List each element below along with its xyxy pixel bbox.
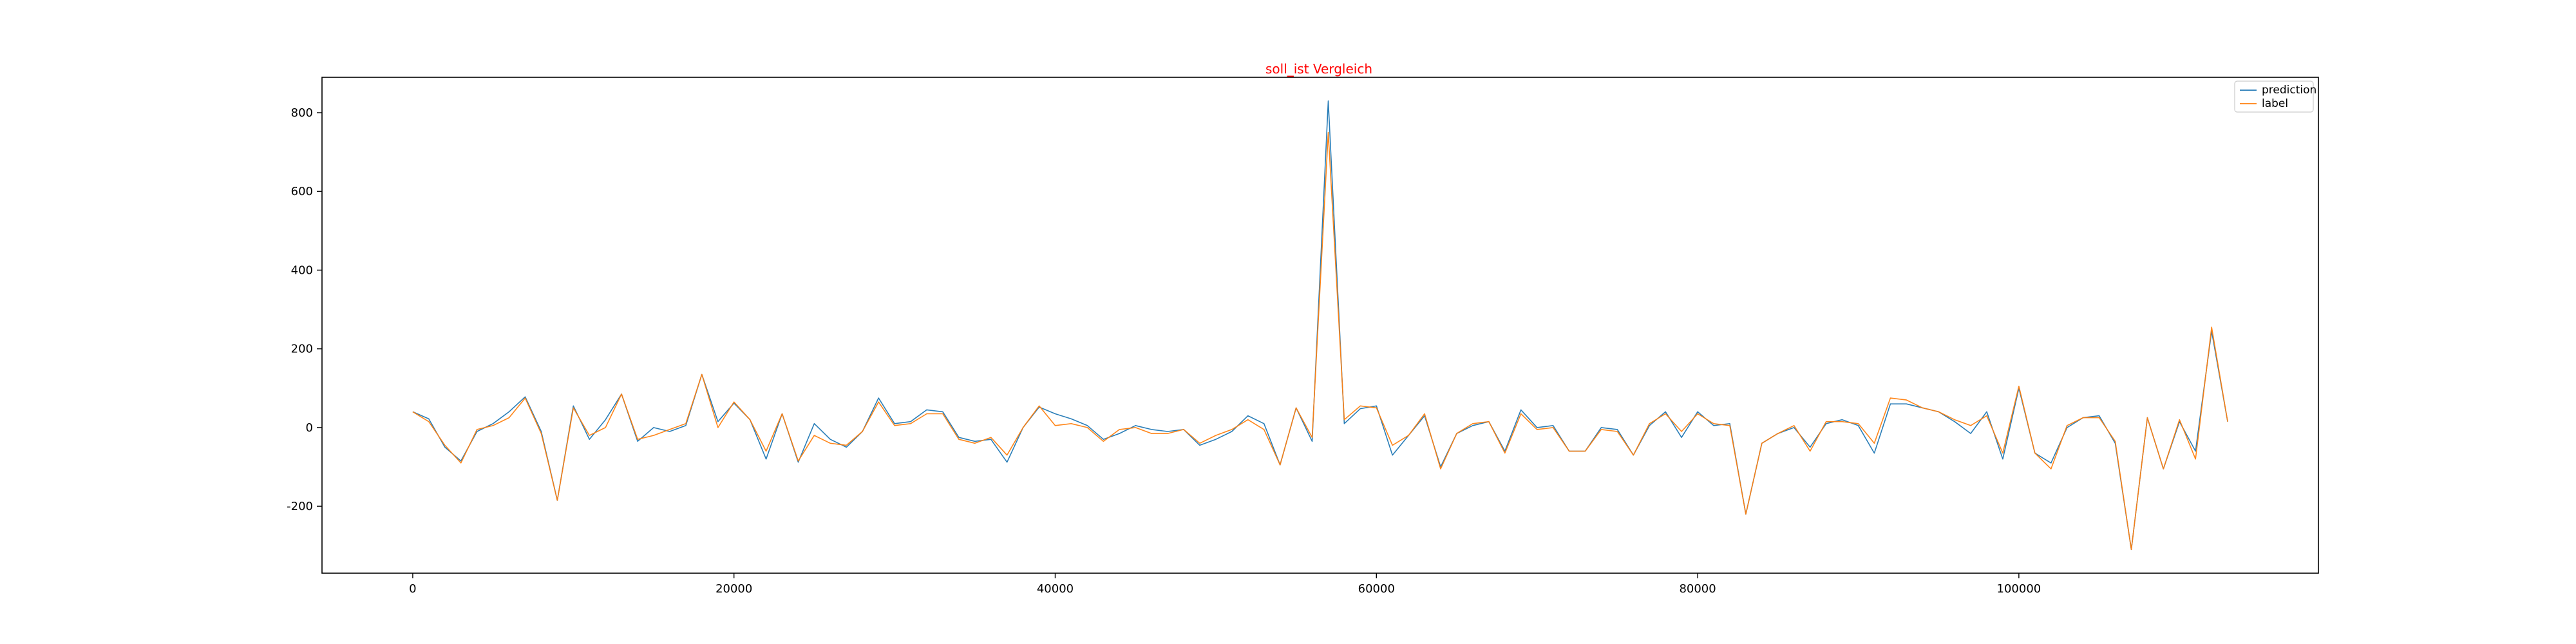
legend-label: label bbox=[2262, 97, 2288, 110]
x-tick-label: 20000 bbox=[715, 582, 752, 596]
x-tick-label: 0 bbox=[409, 582, 416, 596]
series-line-label bbox=[412, 131, 2228, 551]
y-axis: -200 0 200 400 600 800 bbox=[287, 106, 322, 513]
chart-title: soll_ist Vergleich bbox=[1265, 61, 1372, 77]
x-axis: 0 20000 40000 60000 80000 100000 bbox=[409, 573, 2041, 596]
y-tick-label: 600 bbox=[291, 185, 313, 198]
y-tick-label: 800 bbox=[291, 106, 313, 120]
plot-area-frame bbox=[321, 77, 2319, 574]
y-tick-label: 0 bbox=[306, 421, 313, 435]
series-line-prediction bbox=[412, 100, 2228, 551]
y-tick-label: -200 bbox=[287, 500, 313, 513]
x-tick-label: 100000 bbox=[1997, 582, 2041, 596]
y-tick-label: 400 bbox=[291, 263, 313, 277]
legend-label: prediction bbox=[2262, 84, 2316, 97]
x-tick-label: 60000 bbox=[1358, 582, 1395, 596]
series-lines bbox=[412, 100, 2228, 551]
x-tick-label: 80000 bbox=[1679, 582, 1716, 596]
y-tick-label: 200 bbox=[291, 343, 313, 356]
legend-box bbox=[2234, 80, 2314, 113]
x-tick-label: 40000 bbox=[1037, 582, 1074, 596]
